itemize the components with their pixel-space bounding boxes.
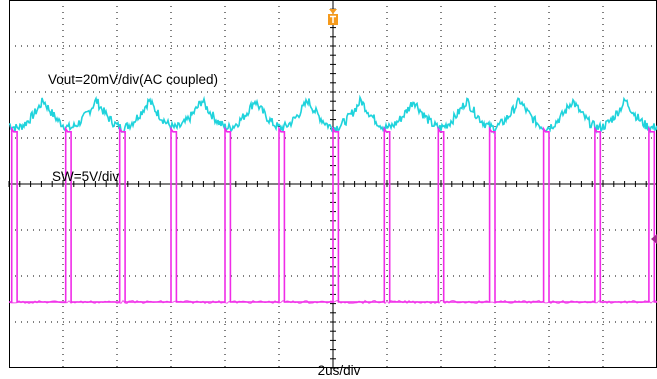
trigger-t-glyph-icon xyxy=(330,15,336,23)
sw-baseline-noise xyxy=(8,299,657,305)
vout-channel-label: Vout=20mV/div(AC coupled) xyxy=(48,72,218,87)
traces xyxy=(8,94,657,305)
timebase-label: 2us/div xyxy=(318,363,361,378)
sw-channel-label: SW=5V/div xyxy=(52,169,119,184)
trigger-arrow-icon xyxy=(329,9,337,14)
trigger-level-marker-icon xyxy=(651,234,657,244)
markers xyxy=(328,9,657,244)
sw-trace xyxy=(9,126,657,303)
